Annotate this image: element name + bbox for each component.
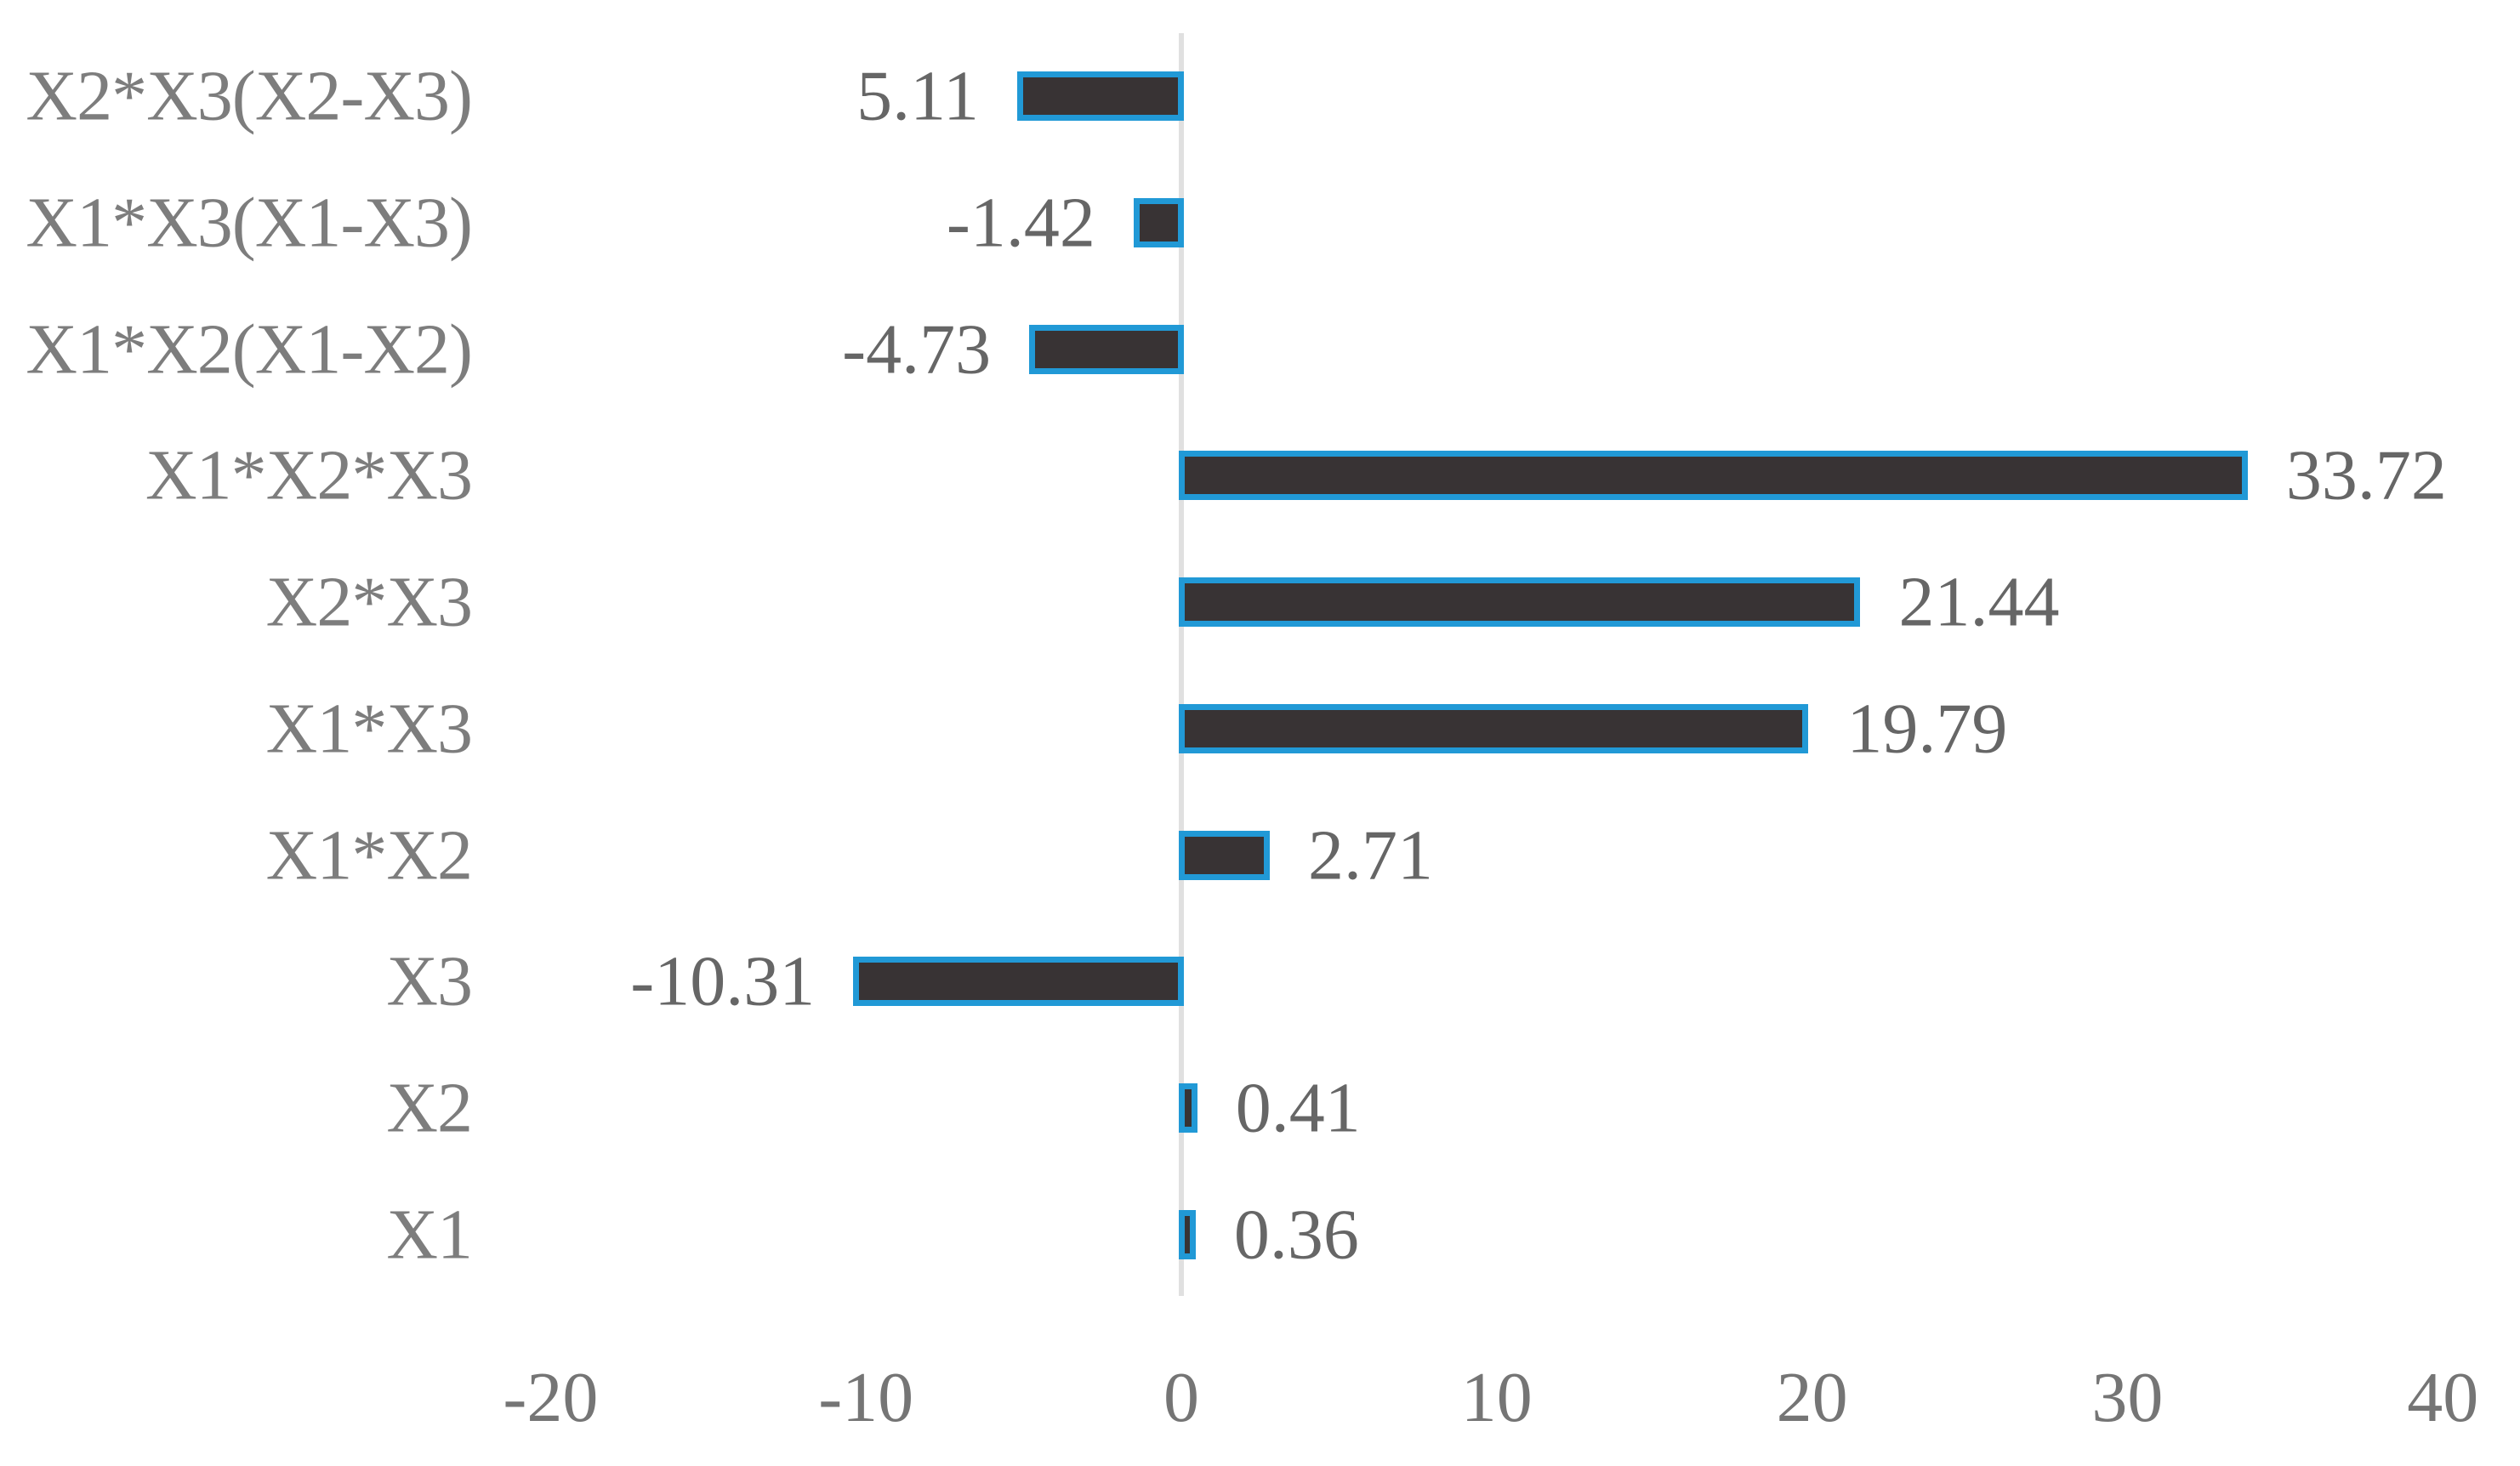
- bar: [853, 957, 1185, 1007]
- value-label: 5.11: [856, 56, 980, 136]
- bar-row: X1*X2 2.71: [0, 792, 2520, 918]
- bar: [1178, 830, 1270, 880]
- bar-row: X2*X3 21.44: [0, 539, 2520, 666]
- bar: [1017, 71, 1185, 122]
- category-label: X2: [386, 1068, 473, 1148]
- category-label: X2*X3: [265, 562, 473, 642]
- x-tick-label: 10: [1460, 1358, 1533, 1437]
- value-label: -1.42: [946, 183, 1095, 263]
- x-tick-label: -20: [503, 1358, 599, 1437]
- bar-row: X1*X2*X3 33.72: [0, 412, 2520, 539]
- bar: [1029, 324, 1185, 374]
- category-label: X1: [386, 1195, 473, 1275]
- bar: [1133, 198, 1185, 248]
- value-label: -10.31: [630, 941, 816, 1021]
- x-tick-label: 20: [1776, 1358, 1848, 1437]
- bar: [1178, 703, 1809, 753]
- bar-row: X1*X3(X1-X3) -1.42: [0, 160, 2520, 287]
- value-label: 2.71: [1307, 815, 1433, 895]
- category-label: X2*X3(X2-X3): [26, 56, 473, 136]
- bar-row: X1*X2(X1-X2) -4.73: [0, 286, 2520, 412]
- category-label: X1*X3: [265, 689, 473, 769]
- bar-row: X3 -10.31: [0, 918, 2520, 1045]
- x-tick-label: 0: [1163, 1358, 1199, 1437]
- zero-axis-line: [1179, 33, 1184, 1296]
- bar: [1178, 1209, 1196, 1259]
- category-label: X1*X2*X3: [145, 435, 473, 515]
- bar-row: X2*X3(X2-X3) 5.11: [0, 33, 2520, 160]
- value-label: 19.79: [1846, 689, 2008, 769]
- x-tick-label: -10: [818, 1358, 914, 1437]
- bar-row: X1*X3 19.79: [0, 666, 2520, 793]
- bar-row: X2 0.41: [0, 1045, 2520, 1172]
- bar: [1178, 451, 2248, 501]
- category-label: X1*X2: [265, 815, 473, 895]
- value-label: 33.72: [2285, 435, 2447, 515]
- value-label: -4.73: [842, 310, 992, 389]
- x-tick-label: 40: [2407, 1358, 2479, 1437]
- category-label: X3: [386, 941, 473, 1021]
- category-label: X1*X3(X1-X3): [26, 183, 473, 263]
- bar-row: X1 0.36: [0, 1171, 2520, 1298]
- bar: [1178, 577, 1861, 628]
- value-label: 21.44: [1898, 562, 2060, 642]
- category-label: X1*X2(X1-X2): [26, 310, 473, 389]
- bar: [1178, 1082, 1197, 1133]
- value-label: 0.36: [1233, 1195, 1359, 1275]
- x-tick-label: 30: [2091, 1358, 2164, 1437]
- x-axis: -20 -10 0 10 20 30 40: [0, 1356, 2520, 1441]
- value-label: 0.41: [1235, 1068, 1361, 1148]
